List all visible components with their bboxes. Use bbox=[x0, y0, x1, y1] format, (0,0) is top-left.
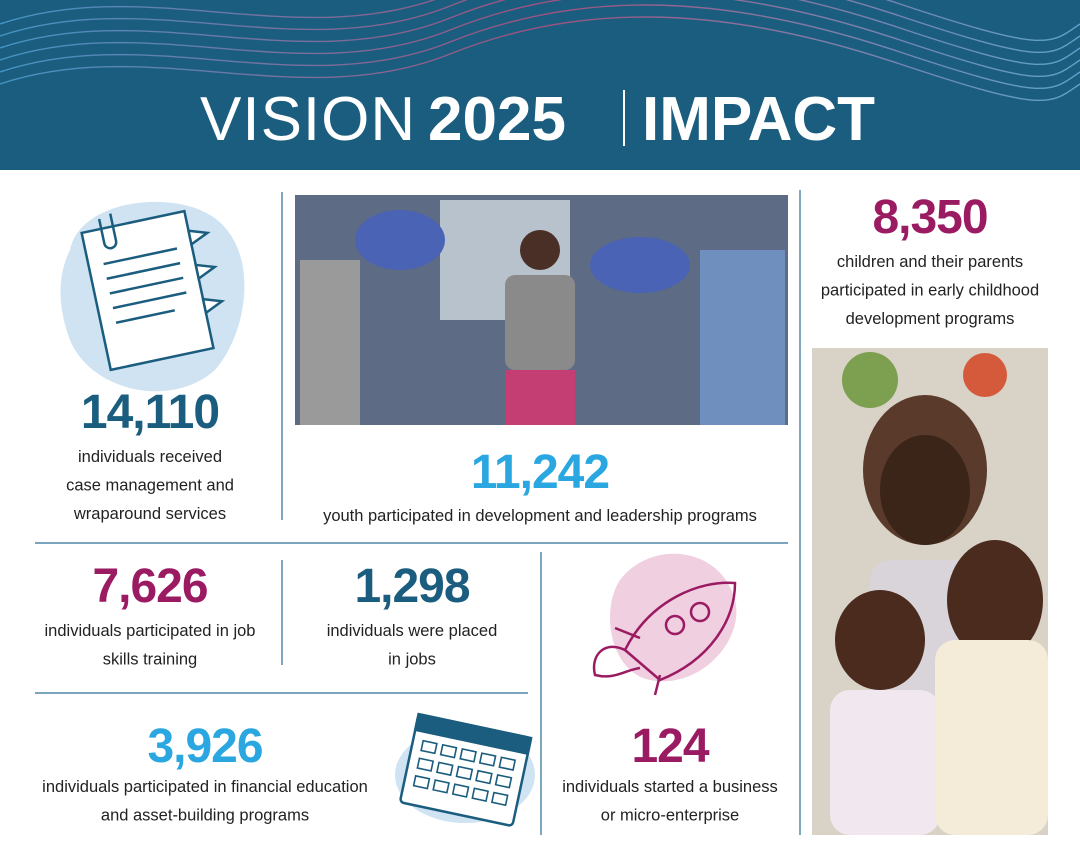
header-waves bbox=[0, 0, 1080, 102]
stat-description: or micro-enterprise bbox=[601, 807, 739, 825]
title-light: VISION bbox=[200, 85, 416, 154]
title-right: IMPACT bbox=[642, 85, 875, 154]
stat-description: in jobs bbox=[388, 651, 436, 669]
stat-description: case management and bbox=[66, 477, 234, 495]
stat-number: 1,298 bbox=[354, 560, 469, 613]
stat-number: 3,926 bbox=[147, 720, 262, 773]
stat-description: wraparound services bbox=[73, 505, 226, 523]
stat-description: individuals started a business bbox=[562, 778, 778, 796]
rocket-icon bbox=[592, 553, 737, 696]
stats: 14,110 individuals received case managemen… bbox=[42, 191, 1039, 825]
family-photo bbox=[812, 348, 1048, 835]
stat-description: youth participated in development and le… bbox=[323, 507, 757, 525]
stat-number: 11,242 bbox=[471, 446, 609, 499]
stat-number: 7,626 bbox=[92, 560, 207, 613]
stat-number: 124 bbox=[631, 720, 709, 773]
dividers bbox=[35, 190, 801, 835]
youth-photo bbox=[295, 195, 788, 425]
stat-description: development programs bbox=[846, 310, 1015, 328]
document-icon bbox=[60, 201, 245, 392]
stat-description: individuals participated in job bbox=[45, 622, 256, 640]
title-bold: 2025 bbox=[428, 85, 566, 154]
stat-number: 8,350 bbox=[872, 191, 987, 244]
stat-description: and asset-building programs bbox=[101, 807, 309, 825]
stat-description: individuals were placed bbox=[327, 622, 498, 640]
stat-description: individuals participated in financial ed… bbox=[42, 778, 368, 796]
stat-description: participated in early childhood bbox=[821, 282, 1039, 300]
stat-description: skills training bbox=[103, 651, 197, 669]
calendar-icon bbox=[395, 712, 535, 827]
stat-number: 14,110 bbox=[81, 386, 219, 439]
stat-description: individuals received bbox=[78, 448, 222, 466]
stat-description: children and their parents bbox=[837, 253, 1023, 271]
